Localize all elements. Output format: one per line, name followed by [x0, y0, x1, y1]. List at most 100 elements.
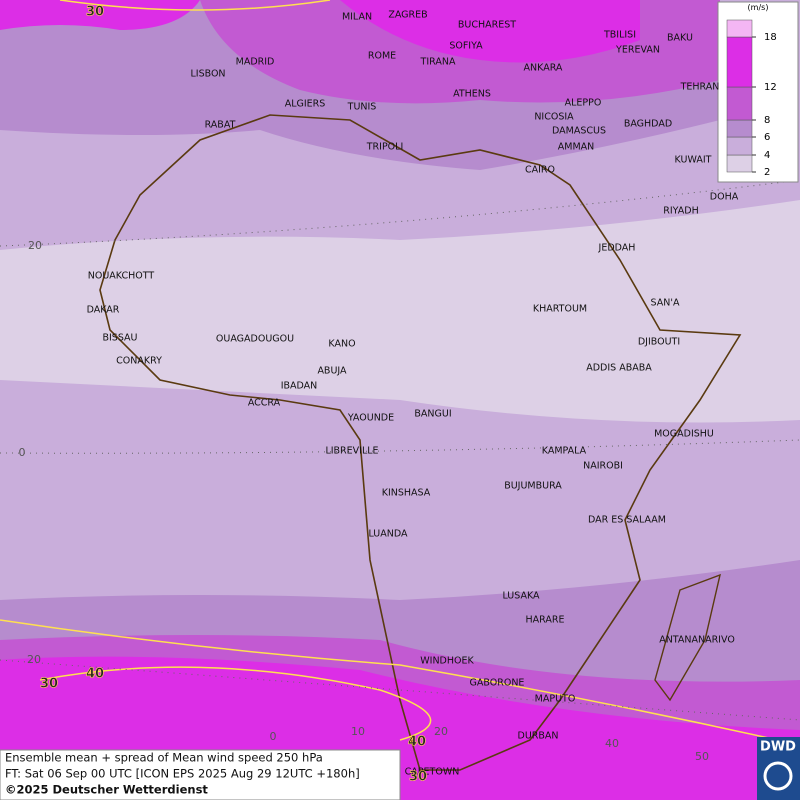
city-label: TBILISI [603, 30, 636, 41]
city-label: DJIBOUTI [638, 337, 680, 348]
city-label: TRIPOLI [366, 142, 404, 153]
city-label: CONAKRY [116, 356, 162, 367]
lon-label: 50 [695, 750, 709, 763]
city-label: BANGUI [414, 409, 451, 420]
contour [39, 666, 432, 741]
city-label: TUNIS [347, 102, 377, 113]
city-label: DAR ES SALAAM [588, 515, 666, 526]
city-label: LIBREVILLE [325, 446, 378, 457]
city-label: CAPETOWN [405, 767, 460, 778]
colorbar-label: 18 [764, 32, 777, 43]
city-label: ABUJA [317, 366, 347, 377]
lon-label: 10 [351, 725, 365, 738]
lon-label: 0 [270, 730, 277, 743]
city-label: RIYADH [663, 206, 698, 217]
city-label: SAN'A [651, 298, 680, 309]
colorbar-label: 8 [764, 115, 770, 126]
city-label: BUJUMBURA [504, 481, 562, 492]
colorbar-segment [726, 86, 753, 121]
city-label: ALGIERS [285, 99, 326, 110]
city-label: CAIRO [525, 165, 555, 176]
graticule [0, 179, 800, 721]
colorbar-label: 12 [764, 82, 777, 93]
city-label: TIRANA [420, 57, 456, 68]
city-label: IBADAN [281, 381, 318, 392]
city-label: KAMPALA [542, 446, 587, 457]
lat-label: 0 [19, 446, 26, 459]
info-line: ©2025 Deutscher Wetterdienst [5, 783, 208, 797]
city-label: MAPUTO [535, 694, 576, 705]
contour-label: 30 [409, 770, 427, 785]
lon-label: 20 [434, 725, 448, 738]
lat-label: 20 [28, 239, 42, 252]
city-label: BISSAU [102, 333, 137, 344]
city-label: ALEPPO [565, 98, 602, 109]
colorbar-segment [726, 154, 753, 173]
info-box [0, 749, 401, 800]
city-label: MOGADISHU [654, 429, 714, 440]
field-band [0, 0, 200, 30]
city-label: DURBAN [518, 731, 559, 742]
contour-label: 40 [86, 667, 104, 682]
legend-unit: (m/s) [748, 3, 769, 12]
city-label: NOUAKCHOTT [88, 271, 155, 282]
colorbar-label: 4 [764, 150, 770, 161]
lon-label: 40 [605, 737, 619, 750]
city-label: ATHENS [453, 89, 491, 100]
city-label: SOFIYA [449, 41, 483, 52]
colorbar-segment [726, 19, 753, 38]
city-label: KHARTOUM [533, 304, 587, 315]
city-label: NAIROBI [583, 461, 623, 472]
field-band [0, 200, 800, 423]
contour-label: 40 [408, 735, 426, 750]
city-label: DAKAR [87, 305, 120, 316]
city-label: ZAGREB [388, 10, 427, 21]
lat-label: 20 [27, 653, 41, 666]
colorbar-segment [726, 36, 753, 88]
city-label: MADRID [236, 57, 275, 68]
info-line: Ensemble mean + spread of Mean wind spee… [5, 751, 323, 765]
city-label: BAKU [667, 33, 693, 44]
city-label: OUAGADOUGOU [216, 334, 294, 345]
city-label: DOHA [710, 192, 739, 203]
city-label: ROME [368, 51, 396, 62]
colorbar-label: 2 [764, 167, 770, 178]
city-label: KINSHASA [382, 488, 431, 499]
colorbar-label: 6 [764, 132, 770, 143]
info-line: FT: Sat 06 Sep 00 UTC [ICON EPS 2025 Aug… [5, 767, 360, 781]
colorbar-segment [726, 119, 753, 138]
logo: DWD [760, 740, 796, 755]
city-label: RABAT [205, 120, 236, 131]
city-label: AMMAN [558, 142, 595, 153]
city-label: ANKARA [524, 63, 563, 74]
coastline [654, 573, 721, 702]
city-label: MILAN [342, 12, 372, 23]
city-label: LUANDA [368, 529, 408, 540]
colorbar-segment [726, 136, 753, 156]
city-label: KANO [328, 339, 355, 350]
logo-icon [763, 761, 793, 791]
city-label: YEREVAN [615, 45, 660, 56]
city-label: GABORONE [470, 678, 525, 689]
city-label: ADDIS ABABA [586, 363, 652, 374]
city-label: JEDDAH [598, 243, 636, 254]
city-label: BAGHDAD [624, 119, 672, 130]
city-label: HARARE [526, 615, 565, 626]
city-label: TEHRAN [680, 82, 720, 93]
city-label: WINDHOEK [420, 656, 474, 667]
city-label: ACCRA [248, 398, 281, 409]
contour [59, 0, 331, 11]
city-label: LUSAKA [502, 591, 540, 602]
contour [0, 619, 800, 746]
city-label: NICOSIA [534, 112, 574, 123]
city-label: BUCHAREST [458, 20, 516, 31]
coastline [99, 114, 742, 771]
city-label: KUWAIT [675, 155, 712, 166]
contour-label: 30 [86, 5, 104, 20]
contour-label: 30 [40, 677, 58, 692]
city-label: YAOUNDE [347, 413, 394, 424]
field-band [340, 0, 640, 63]
city-label: LISBON [190, 69, 225, 80]
